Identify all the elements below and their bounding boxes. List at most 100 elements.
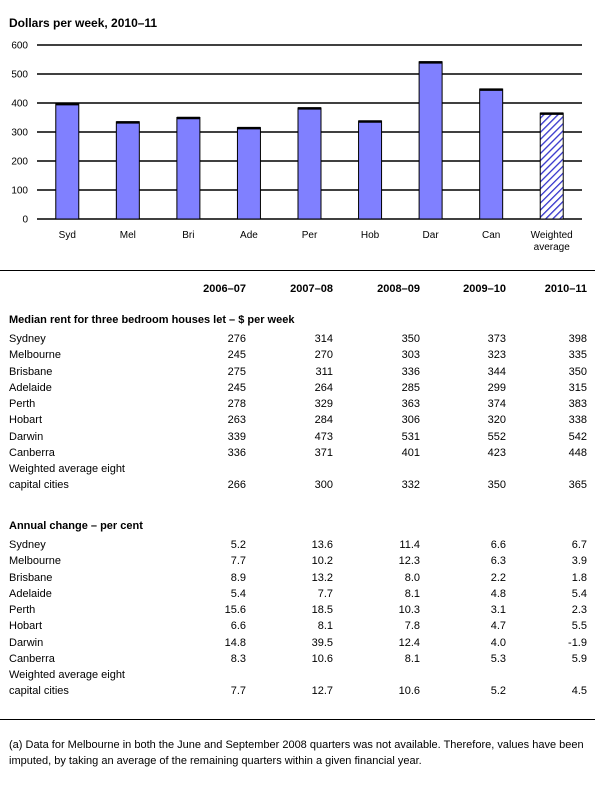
table-cell: 4.0 bbox=[490, 636, 506, 649]
table-cell: 344 bbox=[487, 365, 506, 378]
row-label: Adelaide bbox=[9, 587, 52, 600]
row-label: Hobart bbox=[9, 620, 43, 633]
row-label: Brisbane bbox=[9, 365, 53, 378]
table-cell: 5.5 bbox=[571, 620, 587, 633]
table-cell: 12.7 bbox=[311, 685, 333, 697]
row-label: Brisbane bbox=[9, 571, 53, 584]
table-cell: 2.3 bbox=[571, 604, 587, 616]
table-cell: 4.7 bbox=[490, 620, 506, 633]
table-cell: 339 bbox=[227, 430, 246, 443]
table-cell: 13.2 bbox=[311, 571, 333, 584]
table-cell: 320 bbox=[487, 414, 506, 427]
table-cell: 299 bbox=[487, 381, 506, 394]
table-cell: 363 bbox=[401, 398, 420, 410]
table-cell: 10.3 bbox=[398, 604, 420, 616]
category-label: Dar bbox=[423, 230, 440, 241]
category-label: Syd bbox=[59, 230, 76, 241]
table-cell: 383 bbox=[568, 398, 587, 410]
table-cell: 7.8 bbox=[404, 620, 420, 633]
y-tick-label: 300 bbox=[11, 128, 28, 139]
table-cell: 14.8 bbox=[224, 636, 246, 649]
table-cell: 423 bbox=[487, 446, 506, 459]
table-cell: 2.2 bbox=[490, 571, 506, 584]
table-cell: 1.8 bbox=[571, 571, 587, 584]
row-label: Canberra bbox=[9, 652, 55, 665]
row-label: Melbourne bbox=[9, 555, 61, 568]
row-label: Weighted average eight bbox=[9, 669, 125, 681]
table-cell: 4.5 bbox=[571, 685, 587, 697]
table-cell: 448 bbox=[568, 446, 587, 459]
table-cell: 329 bbox=[314, 398, 333, 410]
table-cell: 323 bbox=[487, 349, 506, 362]
table-cell: 374 bbox=[487, 398, 506, 410]
table-cell: 3.9 bbox=[571, 555, 587, 568]
table-cell: 6.6 bbox=[230, 620, 246, 633]
row-label: Adelaide bbox=[9, 381, 52, 394]
y-tick-label: 0 bbox=[22, 215, 28, 226]
table-cell: 10.2 bbox=[311, 555, 333, 568]
table-cell: 6.3 bbox=[490, 555, 506, 568]
table-cell: 8.1 bbox=[404, 652, 420, 665]
row-label: Perth bbox=[9, 604, 36, 616]
table-cell: 338 bbox=[568, 414, 587, 427]
table-cell: 12.3 bbox=[398, 555, 420, 568]
y-tick-label: 600 bbox=[11, 41, 28, 52]
bar-dar bbox=[418, 61, 443, 220]
row-label: Melbourne bbox=[9, 349, 61, 362]
table-cell: 401 bbox=[401, 446, 420, 459]
table-cell: 5.3 bbox=[490, 652, 506, 665]
table-cell: 7.7 bbox=[230, 685, 246, 697]
y-tick-label: 200 bbox=[11, 157, 28, 168]
table-cell: 7.7 bbox=[317, 587, 333, 600]
table-cell: 350 bbox=[568, 365, 587, 378]
table-cell: 8.1 bbox=[317, 620, 333, 633]
category-label: Weighted average bbox=[531, 230, 573, 253]
row-label: capital cities bbox=[9, 685, 69, 697]
table-cell: 245 bbox=[227, 381, 246, 394]
footnote: (a) Data for Melbourne in both the June … bbox=[9, 739, 584, 767]
table-cell: 314 bbox=[314, 333, 333, 345]
table-cell: 275 bbox=[227, 365, 246, 378]
table-cell: 542 bbox=[568, 430, 587, 443]
row-label: Weighted average eight bbox=[9, 463, 125, 475]
category-labels: Syd Mel Bri Ade Per Hob Dar Can Weighted average bbox=[59, 230, 573, 253]
table-cell: 6.7 bbox=[571, 539, 587, 551]
table-cell: 473 bbox=[314, 430, 333, 443]
table-cell: 12.4 bbox=[398, 636, 420, 649]
table-cell: 276 bbox=[227, 333, 246, 345]
category-label: Can bbox=[482, 230, 500, 241]
y-tick-label: 400 bbox=[11, 99, 28, 110]
row-label: Hobart bbox=[9, 414, 43, 427]
table-cell: 8.3 bbox=[230, 652, 246, 665]
bars bbox=[55, 61, 564, 220]
section-title: Median rent for three bedroom houses let… bbox=[9, 314, 295, 326]
category-label: Ade bbox=[240, 230, 258, 241]
row-label: Perth bbox=[9, 398, 36, 410]
table-cell: 365 bbox=[568, 479, 587, 491]
bar-syd bbox=[55, 103, 80, 220]
table-cell: 311 bbox=[315, 365, 333, 378]
table-cell: 300 bbox=[314, 479, 333, 491]
table-cell: 10.6 bbox=[311, 652, 333, 665]
table-bottom-rule bbox=[0, 719, 595, 720]
row-label: Canberra bbox=[9, 446, 55, 459]
section-title: Annual change – per cent bbox=[9, 520, 143, 532]
chart-title: Dollars per week, 2010–11 bbox=[9, 16, 158, 30]
table-cell: 336 bbox=[401, 365, 420, 378]
table-cell: 8.9 bbox=[230, 571, 246, 584]
table-cell: 18.5 bbox=[311, 604, 333, 616]
table-cell: 264 bbox=[314, 381, 333, 394]
table-cell: 5.9 bbox=[571, 652, 587, 665]
table-cell: 6.6 bbox=[490, 539, 506, 551]
table-cell: 373 bbox=[487, 333, 506, 345]
table-cell: 5.2 bbox=[490, 685, 506, 697]
table-cell: 306 bbox=[401, 414, 420, 427]
table-cell: 284 bbox=[314, 414, 333, 427]
table-cell: 398 bbox=[568, 333, 587, 345]
table-cell: 371 bbox=[314, 446, 333, 459]
bar-weighted-average bbox=[539, 112, 564, 220]
table-cell: 8.1 bbox=[404, 587, 420, 600]
bar-hob bbox=[358, 120, 383, 220]
table-cell: 11.4 bbox=[399, 539, 420, 551]
bar-bri bbox=[176, 117, 201, 220]
